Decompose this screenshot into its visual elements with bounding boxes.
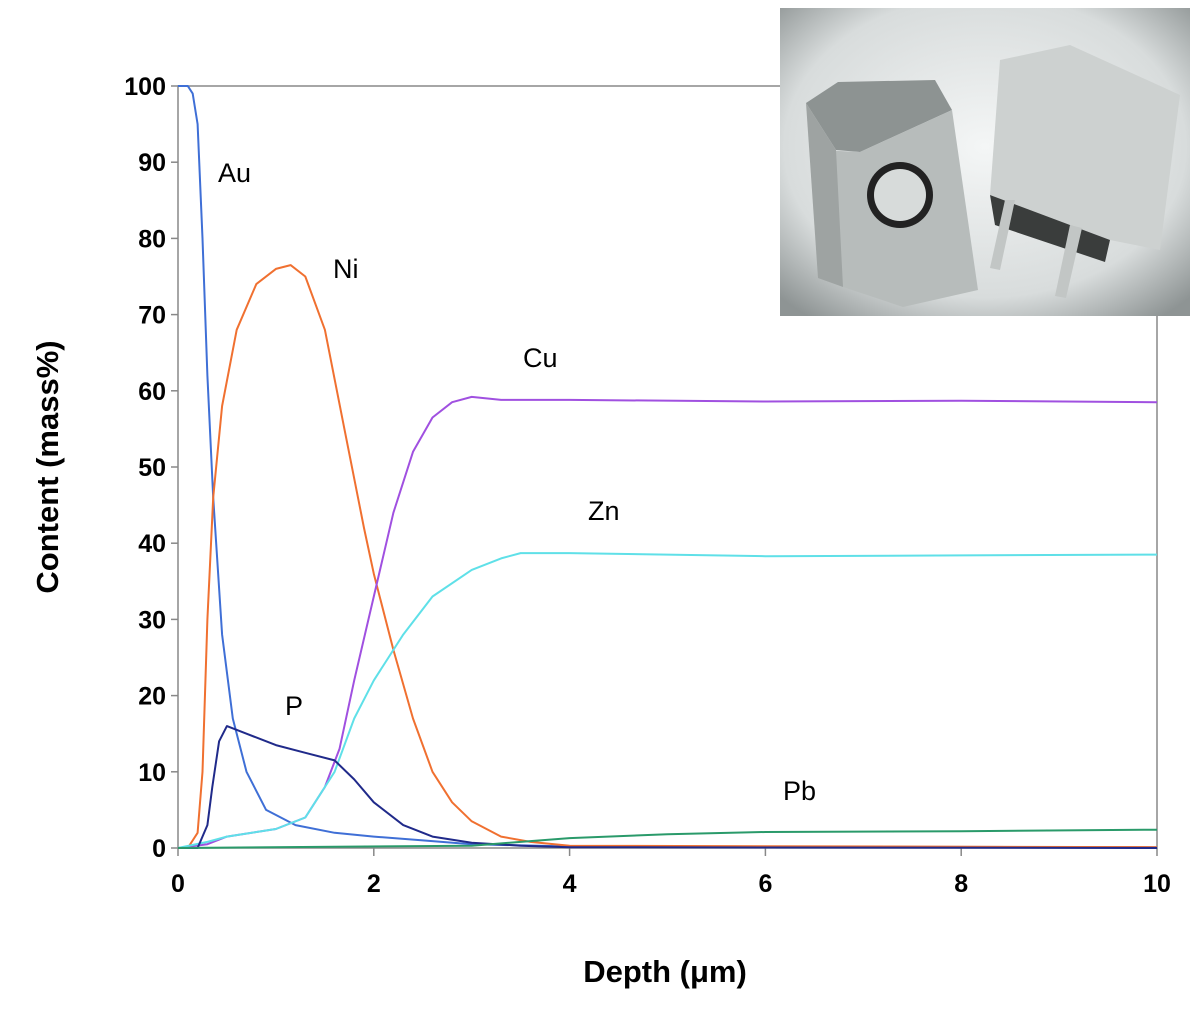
x-axis: 0 2 4 6 8 10 [171, 848, 1171, 898]
series-line-au [178, 85, 1158, 849]
inset-photo [780, 8, 1190, 316]
x-tick-label: 8 [954, 870, 968, 898]
y-tick-label: 90 [138, 149, 166, 177]
y-tick-label: 20 [138, 683, 166, 711]
series-labels: Au Ni Cu Zn P Pb [218, 158, 816, 806]
y-tick-label: 10 [138, 759, 166, 787]
series-lines [177, 85, 1158, 849]
y-axis-title: Content (mass%) [30, 340, 65, 593]
y-tick-label: 80 [138, 225, 166, 253]
y-tick-label: 30 [138, 606, 166, 634]
y-tick-label: 60 [138, 378, 166, 406]
y-tick-label: 100 [124, 73, 166, 101]
y-axis: 0 10 20 30 40 50 60 70 80 90 100 [124, 73, 178, 863]
series-line-ni [178, 264, 1158, 849]
series-line-p [178, 725, 1158, 849]
series-label-p: P [285, 691, 303, 721]
x-tick-label: 2 [367, 870, 381, 898]
x-tick-label: 0 [171, 870, 185, 898]
series-line-cu [177, 395, 1158, 849]
y-tick-label: 70 [138, 302, 166, 330]
series-label-au: Au [218, 158, 251, 188]
x-tick-label: 10 [1143, 870, 1171, 898]
x-tick-label: 6 [758, 870, 772, 898]
series-label-ni: Ni [333, 254, 359, 284]
series-line-zn [177, 552, 1158, 849]
series-label-zn: Zn [588, 496, 620, 526]
x-tick-label: 4 [563, 870, 577, 898]
y-tick-label: 40 [138, 530, 166, 558]
series-label-pb: Pb [783, 776, 816, 806]
y-tick-label: 50 [138, 454, 166, 482]
y-tick-label: 0 [152, 835, 166, 863]
series-label-cu: Cu [523, 343, 558, 373]
x-axis-title: Depth (μm) [583, 954, 747, 989]
series-line-pb [177, 828, 1158, 849]
